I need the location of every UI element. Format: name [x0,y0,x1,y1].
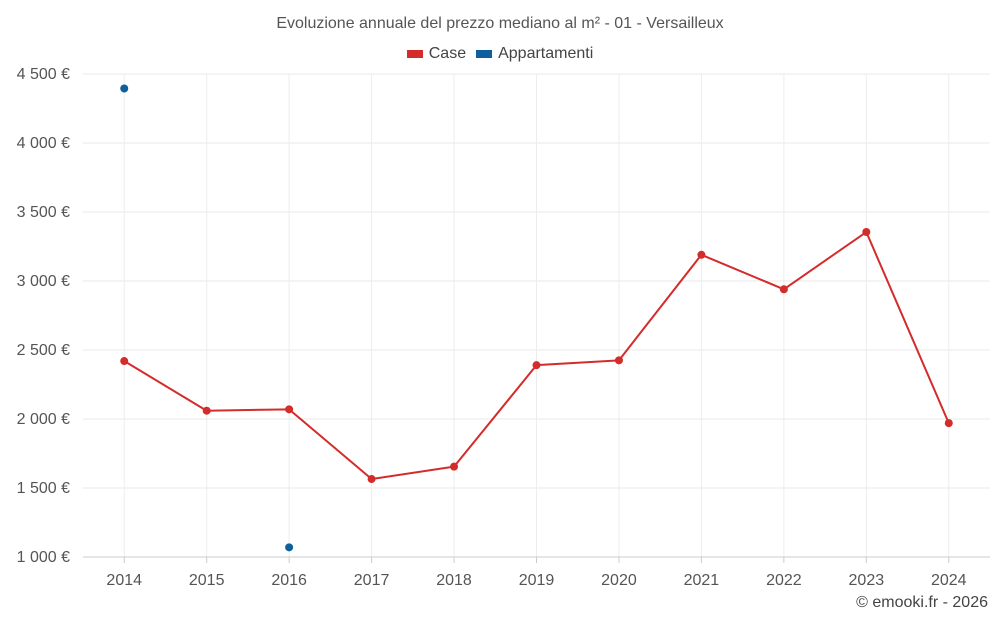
y-tick-label: 2 500 € [17,342,70,359]
data-point-case-2019 [532,361,541,370]
x-tick-label: 2015 [189,572,225,589]
x-tick-label: 2022 [766,572,802,589]
data-point-case-2021 [697,250,706,259]
y-tick-label: 2 000 € [17,411,70,428]
legend-swatch-appartamenti [476,50,493,58]
y-tick-label: 3 000 € [17,273,70,290]
chart-grid [83,73,990,558]
x-tick-label: 2014 [106,572,142,589]
y-tick-label: 4 000 € [17,135,70,152]
data-point-case-2024 [944,419,953,428]
data-point-case-2017 [367,475,376,484]
x-tick-label: 2024 [931,572,967,589]
x-tick-label: 2019 [519,572,555,589]
x-tick-label: 2016 [271,572,307,589]
x-tick-label: 2017 [354,572,390,589]
legend-item-appartamenti[interactable]: Appartamenti [476,45,593,63]
data-point-case-2018 [450,462,459,471]
chart-legend: Case Appartamenti [0,45,1000,63]
data-point-case-2016 [285,405,294,414]
series-case [120,228,953,484]
data-point-case-2015 [202,406,211,415]
chart-title: Evoluzione annuale del prezzo mediano al… [276,15,724,32]
legend-label-case: Case [428,45,467,62]
y-tick-label: 4 500 € [17,66,70,83]
data-point-appartamenti-2016 [285,543,294,552]
x-tick-label: 2020 [601,572,637,589]
y-tick-label: 1 500 € [17,480,70,497]
data-point-case-2023 [862,228,871,237]
series-appartamenti [120,84,294,552]
x-tick-label: 2021 [684,572,720,589]
chart-axes: 1 000 € 1 500 € 2 000 € 2 500 € 3 000 € 3 500… [17,66,990,589]
legend-label-appartamenti: Appartamenti [498,45,594,62]
x-tick-label: 2018 [436,572,472,589]
x-tick-label: 2023 [849,572,885,589]
y-tick-label: 3 500 € [17,204,70,221]
copyright-label: © emooki.fr - 2026 [856,594,988,611]
y-tick-label: 1 000 € [17,549,70,566]
legend-item-case[interactable]: Case [406,45,467,63]
data-point-appartamenti-2014 [120,84,129,93]
data-point-case-2020 [614,356,623,365]
legend-swatch-case [406,50,423,58]
data-point-case-2022 [779,285,788,294]
chart-series [120,84,953,552]
data-point-case-2014 [120,357,129,366]
